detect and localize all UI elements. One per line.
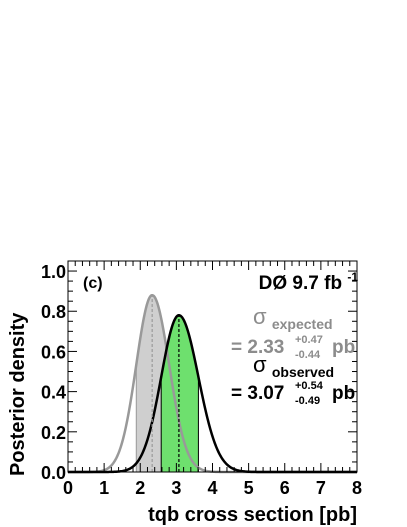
y-tick-label: 0.8 (41, 302, 66, 322)
observed-band (160, 314, 199, 473)
observed-error-up: +0.54 (295, 380, 324, 392)
x-tick-label: 1 (99, 478, 109, 498)
y-tick-label: 0.2 (41, 423, 66, 443)
x-tick-label: 4 (207, 478, 217, 498)
x-tick-label: 0 (63, 478, 73, 498)
y-tick-label: 0.0 (41, 463, 66, 483)
observed-sigma-symbol: σ (253, 352, 267, 377)
expected-sigma-label: σ expected (253, 304, 333, 332)
x-tick-label: 3 (171, 478, 181, 498)
axis-tick-labels: 0 1 2 3 4 5 6 7 8 0.0 0.2 0.4 0.6 0.8 1.0 (41, 262, 362, 498)
expected-unit: pb (332, 337, 355, 358)
expected-sigma-subscript: expected (272, 316, 333, 332)
x-tick-label: 8 (352, 478, 362, 498)
experiment-luminosity-exponent: -1 (347, 270, 358, 284)
observed-sigma-label: σ observed (253, 352, 334, 380)
expected-error-down: -0.44 (295, 349, 321, 361)
observed-sigma-subscript: observed (272, 364, 334, 380)
expected-error-up: +0.47 (295, 334, 323, 346)
y-tick-label: 0.4 (41, 383, 66, 403)
y-axis-label: Posterior density (7, 312, 29, 476)
y-tick-label: 1.0 (41, 262, 66, 282)
observed-annotation: σ observed = 3.07 +0.54 -0.49 pb (231, 352, 355, 407)
x-tick-label: 7 (316, 478, 326, 498)
x-axis-label: tqb cross section [pb] (148, 504, 357, 526)
observed-unit: pb (332, 383, 355, 404)
experiment-label: DØ 9.7 fb -1 (259, 270, 359, 294)
expected-sigma-symbol: σ (253, 304, 267, 329)
x-tick-label: 2 (135, 478, 145, 498)
expected-value-prefix: = 2.33 (231, 337, 284, 358)
x-tick-label: 6 (280, 478, 290, 498)
expected-annotation: σ expected = 2.33 +0.47 -0.44 pb (231, 304, 355, 361)
x-tick-label: 5 (244, 478, 254, 498)
observed-error-down: -0.49 (295, 395, 320, 407)
y-tick-label: 0.6 (41, 342, 66, 362)
axis-ticks (67, 261, 358, 473)
panel-label: (c) (83, 275, 103, 292)
observed-value-prefix: = 3.07 (231, 383, 284, 404)
mean-lines (151, 295, 180, 472)
experiment-name: DØ 9.7 fb (259, 273, 342, 294)
